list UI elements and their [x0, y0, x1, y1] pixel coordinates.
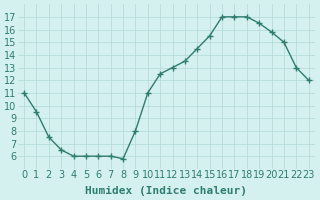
- X-axis label: Humidex (Indice chaleur): Humidex (Indice chaleur): [85, 186, 247, 196]
